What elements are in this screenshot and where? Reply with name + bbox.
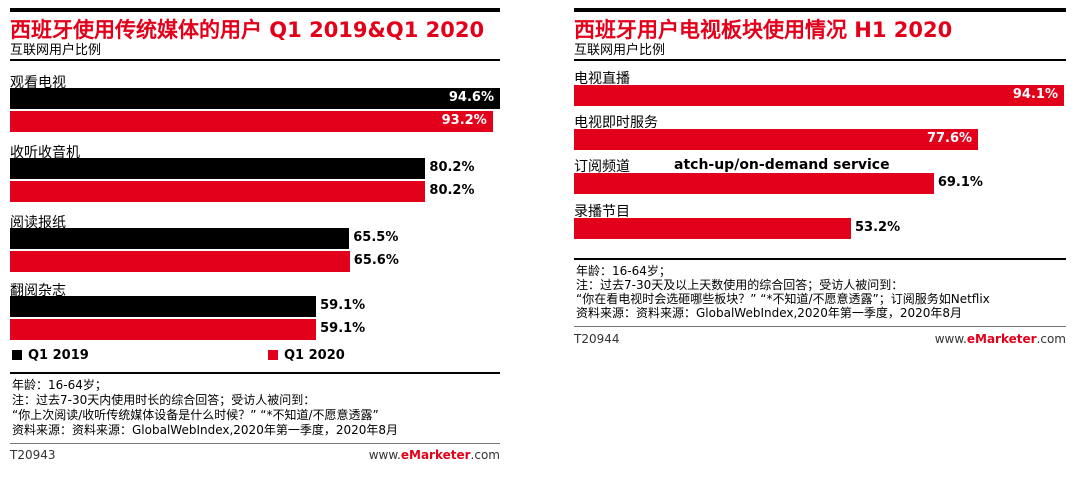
bar-h1-2020 <box>574 85 1064 106</box>
data-label: 77.6% <box>926 131 973 146</box>
bottom-rule <box>574 326 1066 327</box>
bar-q1-2019 <box>10 296 317 317</box>
overlay-text: atch-up/on-demand service <box>674 157 890 173</box>
category-label: 翻阅杂志 <box>10 283 66 299</box>
legend-item-q1-2020: Q1 2020 <box>268 348 345 363</box>
legend-label: Q1 2020 <box>284 348 345 363</box>
site-brand: eMarketer <box>400 448 471 462</box>
note-line: 年龄：16-64岁； <box>576 264 671 278</box>
bottom-rule <box>10 443 500 444</box>
bar-q1-2020 <box>10 251 350 272</box>
category-label: 观看电视 <box>10 75 66 91</box>
data-label: 59.1% <box>320 298 366 313</box>
chart-panel-traditional-media: 西班牙使用传统媒体的用户 Q1 2019&Q1 2020 互联网用户比例 观看电… <box>10 8 500 470</box>
chart-code: T20944 <box>574 332 620 346</box>
legend-swatch-q1-2019 <box>12 350 22 360</box>
chart-title: 西班牙用户电视板块使用情况 H1 2020 <box>574 18 953 42</box>
bar-q1-2019 <box>10 88 500 109</box>
site-suffix: .com <box>1036 332 1066 346</box>
data-label: 94.6% <box>448 90 494 105</box>
chart-panel-tv-segments: 西班牙用户电视板块使用情况 H1 2020 互联网用户比例 电视直播 94.1% 电… <box>574 8 1066 358</box>
top-rule <box>10 8 500 12</box>
bar-h1-2020 <box>574 129 979 150</box>
data-label: 69.1% <box>937 175 983 190</box>
data-label: 80.2% <box>429 183 475 198</box>
data-label: 94.1% <box>1012 87 1058 102</box>
data-label: 53.2% <box>855 220 901 235</box>
footer-rule <box>10 372 500 374</box>
category-label: 录播节目 <box>574 204 630 220</box>
note-line: “你在看电视时会选砸哪些板块？” “*不知道/不愿意透露”；订阅服务如Netfl… <box>576 292 990 306</box>
bar-q1-2020 <box>10 111 493 132</box>
bar-h1-2020 <box>574 173 934 194</box>
category-label: 订阅频道 <box>574 159 630 175</box>
site-prefix: www. <box>934 332 967 346</box>
note-line: 注：过去7-30天及以上天数使用的综合回答；受访人被问到： <box>576 278 904 292</box>
subtitle-rule <box>574 59 1066 61</box>
bar-q1-2019 <box>10 228 350 249</box>
site-prefix: www. <box>368 448 401 462</box>
note-line: 年龄：16-64岁； <box>12 378 107 392</box>
bar-q1-2020 <box>10 319 317 340</box>
source-site[interactable]: www.eMarketer.com <box>935 332 1066 346</box>
chart-title: 西班牙使用传统媒体的用户 Q1 2019&Q1 2020 <box>10 18 485 42</box>
legend-label: Q1 2019 <box>28 348 89 363</box>
bar-q1-2020 <box>10 181 426 202</box>
legend-swatch-q1-2020 <box>268 350 278 360</box>
bar-q1-2019 <box>10 158 426 179</box>
subtitle-rule <box>10 59 500 61</box>
data-label: 80.2% <box>429 160 475 175</box>
chart-subtitle: 互联网用户比例 <box>574 43 666 58</box>
legend-item-q1-2019: Q1 2019 <box>12 348 89 363</box>
category-label: 电视直播 <box>574 71 630 87</box>
category-label: 收听收音机 <box>10 145 80 161</box>
category-label: 电视即时服务 <box>574 115 658 131</box>
category-label: 阅读报纸 <box>10 215 66 231</box>
chart-subtitle: 互联网用户比例 <box>10 43 102 58</box>
data-label: 59.1% <box>320 321 366 336</box>
data-label: 93.2% <box>441 113 487 128</box>
site-brand: eMarketer <box>966 332 1037 346</box>
note-line: “你上次阅读/收听传统媒体设备是什么时候？” “*不知道/不愿意透露” <box>12 408 379 422</box>
source-site[interactable]: www.eMarketer.com <box>369 448 500 462</box>
note-line: 注：过去7-30天内使用时长的综合回答；受访人被问到： <box>12 393 316 407</box>
note-line: 资料来源：资料来源：GlobalWebIndex,2020年第一季度，2020年… <box>12 423 399 437</box>
site-suffix: .com <box>470 448 500 462</box>
footer-rule <box>574 258 1066 260</box>
data-label: 65.6% <box>353 253 399 268</box>
chart-code: T20943 <box>10 448 56 462</box>
bar-h1-2020 <box>574 218 852 239</box>
note-line: 资料来源：资料来源：GlobalWebIndex,2020年第一季度，2020年… <box>576 306 963 320</box>
data-label: 65.5% <box>353 230 399 245</box>
top-rule <box>574 8 1066 12</box>
